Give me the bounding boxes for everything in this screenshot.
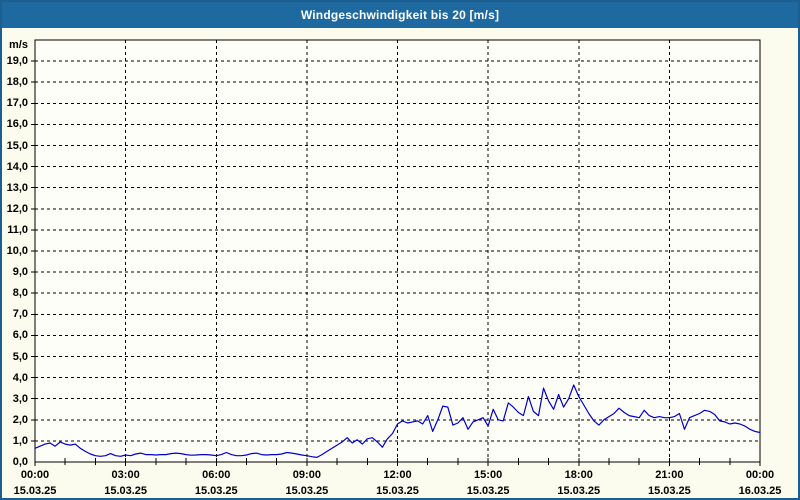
- y-tick-label: 2,0: [12, 413, 28, 426]
- y-tick-label: 19,0: [6, 55, 28, 68]
- x-tick-time-label: 03:00: [111, 469, 140, 481]
- y-tick-label: 0,0: [12, 456, 28, 468]
- y-tick-label: 4,0: [12, 371, 28, 384]
- x-tick-date-label: 15.03.25: [104, 485, 148, 497]
- y-tick-label: 17,0: [6, 97, 28, 110]
- x-tick-date-label: 15.03.25: [285, 485, 329, 497]
- x-tick-time-label: 00:00: [20, 469, 50, 481]
- y-axis-unit-label: m/s: [9, 39, 28, 51]
- x-tick-date-label: 16.03.25: [738, 485, 782, 497]
- x-tick-time-label: 18:00: [564, 469, 593, 481]
- y-tick-label: 7,0: [12, 308, 28, 321]
- x-tick-time-label: 09:00: [292, 469, 321, 481]
- y-tick-label: 16,0: [6, 118, 28, 131]
- title-bar: Windgeschwindigkeit bis 20 [m/s]: [2, 2, 798, 28]
- y-tick-label: 8,0: [12, 287, 28, 300]
- x-tick-date-label: 15.03.25: [194, 485, 238, 497]
- y-tick-label: 3,0: [12, 392, 28, 405]
- x-tick-date-label: 15.03.25: [557, 485, 601, 497]
- y-tick-label: 18,0: [6, 76, 28, 89]
- x-tick-time-label: 15:00: [474, 469, 503, 481]
- y-tick-label: 13,0: [6, 181, 28, 194]
- y-tick-label: 5,0: [12, 350, 28, 363]
- x-tick-date-label: 15.03.25: [647, 485, 691, 497]
- y-tick-label: 15,0: [6, 139, 28, 152]
- chart-title: Windgeschwindigkeit bis 20 [m/s]: [300, 8, 500, 22]
- y-tick-label: 11,0: [7, 223, 28, 236]
- x-tick-time-label: 12:00: [383, 469, 412, 481]
- y-tick-label: 9,0: [12, 266, 28, 279]
- x-tick-time-label: 21:00: [655, 469, 684, 481]
- y-tick-label: 6,0: [12, 329, 28, 342]
- x-tick-date-label: 15.03.25: [376, 485, 419, 497]
- x-tick-time-label: 06:00: [202, 469, 231, 481]
- y-tick-label: 10,0: [6, 245, 28, 257]
- x-tick-date-label: 15.03.25: [466, 485, 510, 497]
- x-tick-time-label: 00:00: [745, 469, 775, 481]
- x-tick-date-label: 15.03.25: [13, 485, 57, 497]
- wind-speed-line: [34, 384, 761, 458]
- y-tick-label: 1,0: [12, 434, 28, 447]
- y-tick-label: 14,0: [6, 160, 28, 173]
- y-tick-label: 12,0: [6, 202, 28, 215]
